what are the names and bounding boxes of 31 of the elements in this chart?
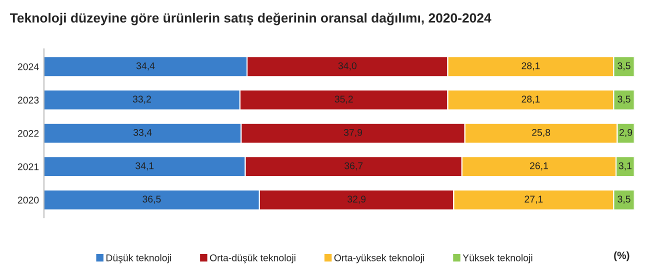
data-label: 36,5 bbox=[142, 196, 161, 204]
legend-label: Yüksek teknoloji bbox=[462, 254, 532, 264]
y-tick-label: 2021 bbox=[18, 163, 39, 170]
data-label: 26,1 bbox=[530, 162, 548, 170]
data-label: 25,8 bbox=[532, 129, 550, 138]
data-label: 28,1 bbox=[522, 96, 540, 104]
data-label: 37,9 bbox=[344, 129, 362, 138]
data-label: 34,0 bbox=[338, 62, 356, 70]
legend-label: Orta-yüksek teknoloji bbox=[334, 254, 424, 264]
legend-label: Düşük teknoloji bbox=[106, 254, 171, 264]
y-tick-label: 2022 bbox=[18, 130, 39, 137]
y-tick-label: 2024 bbox=[18, 63, 39, 70]
data-label: 28,1 bbox=[522, 62, 540, 70]
data-label: 3,5 bbox=[618, 196, 630, 204]
data-label: 27,1 bbox=[524, 196, 543, 204]
data-label: 34,1 bbox=[136, 162, 154, 170]
data-label: 36,7 bbox=[344, 162, 363, 170]
y-tick-label: 2023 bbox=[18, 96, 39, 104]
data-label: 33,4 bbox=[133, 129, 152, 138]
data-label: 3,1 bbox=[618, 162, 632, 170]
data-label: 35,2 bbox=[334, 96, 353, 104]
legend-label: Orta-düşük teknoloji bbox=[210, 254, 296, 264]
data-label: 32,9 bbox=[347, 196, 366, 204]
data-label: 3,5 bbox=[618, 96, 630, 104]
y-tick-label: 2020 bbox=[18, 196, 39, 204]
data-label: 3,5 bbox=[618, 62, 630, 70]
data-label: 2,9 bbox=[620, 129, 632, 138]
data-label: 33,2 bbox=[132, 96, 151, 104]
data-label: 34,4 bbox=[136, 62, 155, 70]
chart-title: Teknoloji düzeyine göre ürünlerin satış değerinin oransal dağılımı, 2020-2024 bbox=[10, 12, 492, 26]
text: (%) bbox=[614, 251, 630, 262]
